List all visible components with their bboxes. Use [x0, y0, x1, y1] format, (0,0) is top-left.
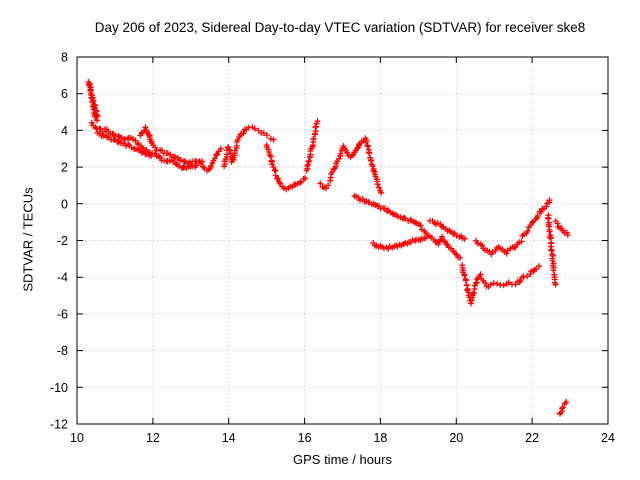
- svg-text:22: 22: [525, 431, 539, 445]
- svg-text:-12: -12: [50, 418, 68, 432]
- svg-text:12: 12: [146, 431, 160, 445]
- svg-text:4: 4: [61, 124, 68, 138]
- svg-text:-10: -10: [50, 381, 68, 395]
- svg-text:-2: -2: [57, 234, 68, 248]
- svg-text:6: 6: [61, 87, 68, 101]
- y-axis-label: SDTVAR / TECUs: [20, 187, 36, 292]
- svg-text:2: 2: [61, 161, 68, 175]
- scatter-points: [85, 79, 571, 417]
- svg-text:0: 0: [61, 197, 68, 211]
- svg-text:8: 8: [61, 51, 68, 65]
- svg-text:24: 24: [601, 431, 615, 445]
- svg-text:20: 20: [449, 431, 463, 445]
- svg-text:14: 14: [222, 431, 236, 445]
- svg-text:10: 10: [70, 431, 84, 445]
- svg-text:18: 18: [373, 431, 387, 445]
- svg-text:-4: -4: [57, 271, 68, 285]
- svg-text:-8: -8: [57, 344, 68, 358]
- x-axis-label: GPS time / hours: [293, 452, 392, 467]
- svg-text:16: 16: [298, 431, 312, 445]
- svg-text:-6: -6: [57, 307, 68, 321]
- chart-title: Day 206 of 2023, Sidereal Day-to-day VTE…: [94, 20, 586, 35]
